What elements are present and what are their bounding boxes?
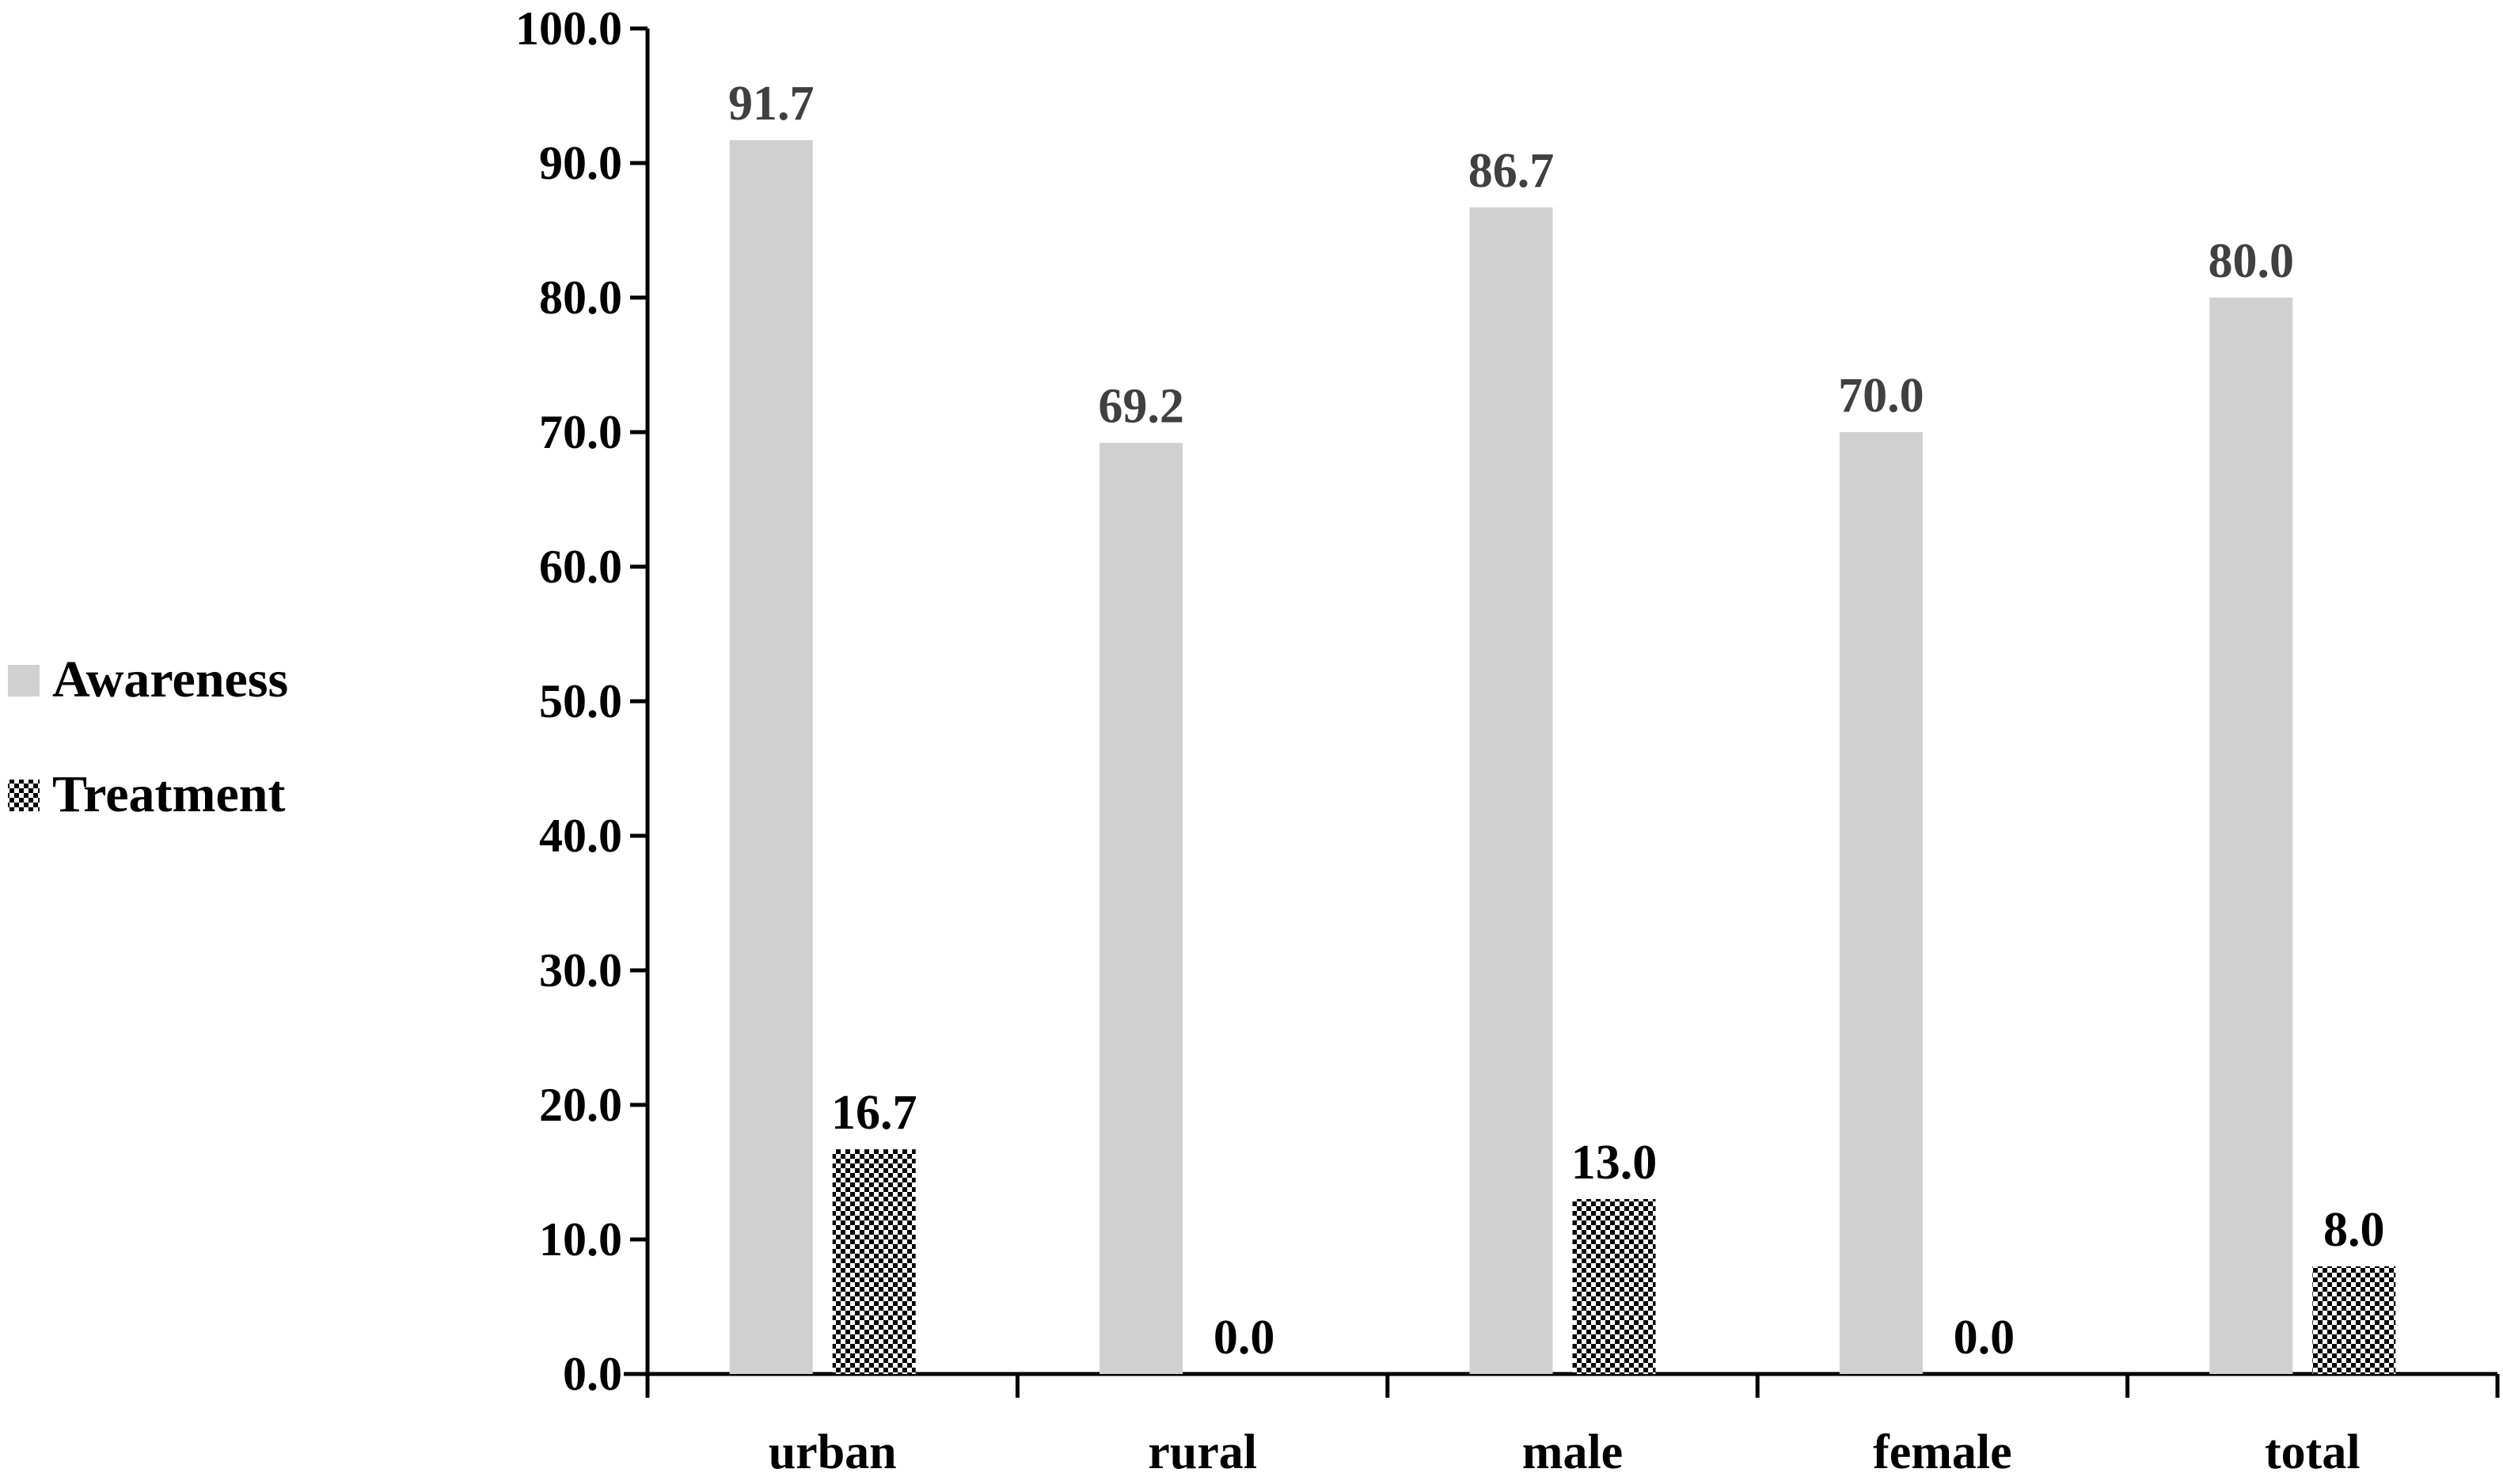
data-label-treatment-total: 8.0 bbox=[2323, 1203, 2385, 1257]
data-label-awareness-male: 86.7 bbox=[1468, 144, 1555, 198]
y-tick-label: 30.0 bbox=[539, 944, 622, 996]
bars bbox=[729, 140, 2396, 1375]
y-tick-label: 50.0 bbox=[539, 675, 622, 727]
y-tick-label: 100.0 bbox=[515, 2, 622, 55]
x-tick-label-urban: urban bbox=[769, 1425, 897, 1479]
x-tick-label-female: female bbox=[1873, 1425, 2012, 1479]
bar-treatment-total bbox=[2312, 1266, 2396, 1374]
y-tick-label: 40.0 bbox=[539, 810, 622, 862]
bar-awareness-urban bbox=[729, 140, 813, 1375]
legend-swatch-treatment bbox=[8, 780, 40, 811]
y-tick-label: 20.0 bbox=[539, 1079, 622, 1131]
data-label-treatment-female: 0.0 bbox=[1954, 1311, 2015, 1364]
y-tick-label: 10.0 bbox=[539, 1213, 622, 1266]
y-tick-label: 90.0 bbox=[539, 137, 622, 189]
data-label-awareness-urban: 91.7 bbox=[728, 77, 815, 131]
x-tick-label-rural: rural bbox=[1148, 1425, 1257, 1479]
y-tick-label: 0.0 bbox=[563, 1348, 622, 1400]
legend-swatch-awareness bbox=[8, 665, 40, 696]
bar-awareness-rural bbox=[1100, 442, 1183, 1374]
data-label-treatment-male: 13.0 bbox=[1571, 1136, 1658, 1190]
data-label-awareness-total: 80.0 bbox=[2209, 234, 2295, 288]
x-tick-label-male: male bbox=[1522, 1425, 1623, 1479]
data-label-awareness-female: 70.0 bbox=[1838, 369, 1924, 423]
data-label-treatment-urban: 16.7 bbox=[831, 1086, 917, 1140]
legend-label-treatment: Treatment bbox=[52, 765, 285, 823]
legend-label-awareness: Awareness bbox=[52, 651, 288, 708]
bar-awareness-female bbox=[1839, 432, 1923, 1374]
y-tick-label: 70.0 bbox=[539, 406, 622, 458]
bar-treatment-urban bbox=[832, 1149, 916, 1374]
data-label-treatment-rural: 0.0 bbox=[1214, 1311, 1275, 1364]
y-tick-label: 80.0 bbox=[539, 271, 622, 324]
bar-awareness-total bbox=[2209, 298, 2293, 1374]
x-tick-label-total: total bbox=[2265, 1425, 2361, 1479]
data-label-awareness-rural: 69.2 bbox=[1098, 380, 1184, 434]
y-tick-label: 60.0 bbox=[539, 541, 622, 593]
axes: 0.0 10.0 20.0 30.0 40.0 50.0 60.0 70.0 80.0 90.0 1… bbox=[515, 2, 2500, 1479]
data-labels: 91.7 69.2 86.7 70.0 80.0 16.7 0.0 13.0 0.0 8.0 bbox=[728, 77, 2385, 1364]
bar-treatment-male bbox=[1572, 1199, 1656, 1374]
bar-awareness-male bbox=[1469, 207, 1553, 1375]
legend: Awareness Treatment bbox=[8, 651, 288, 823]
